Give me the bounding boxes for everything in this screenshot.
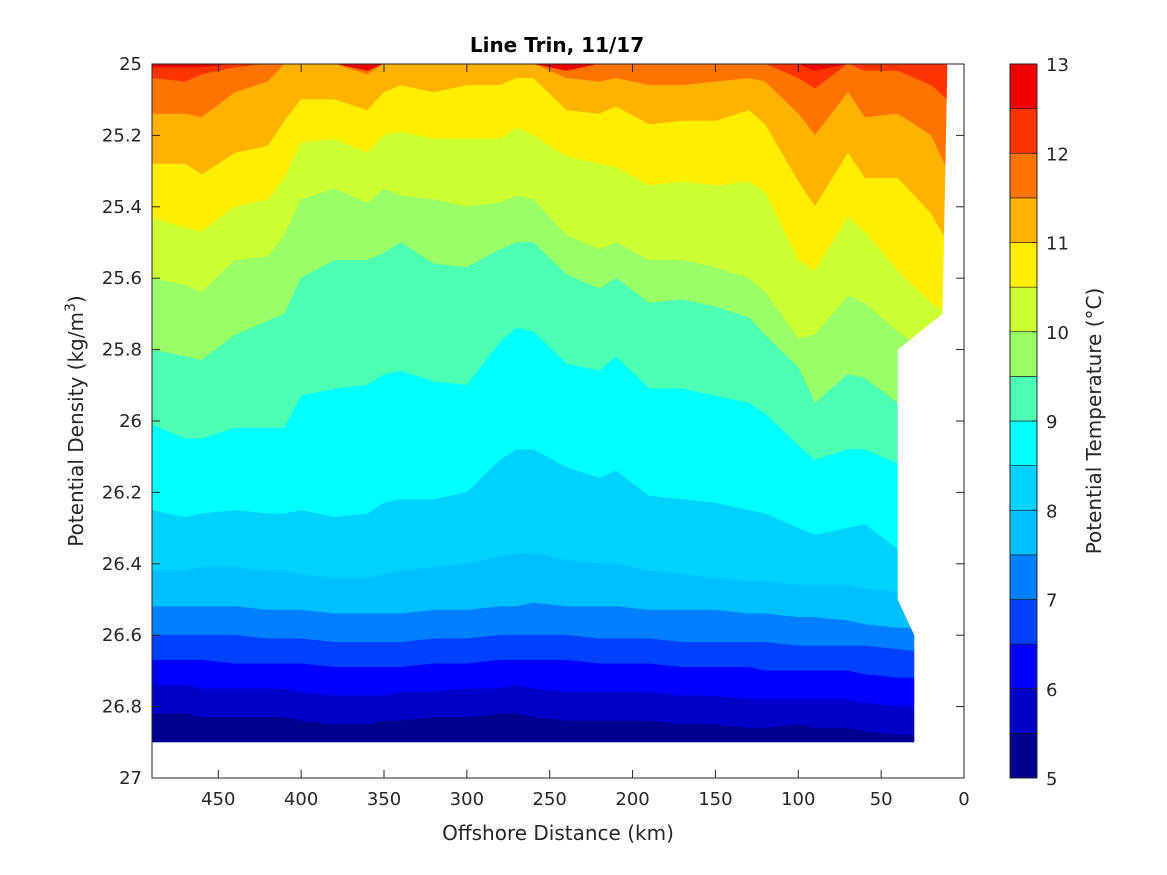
x-tick-label: 300: [450, 789, 484, 810]
y-tick-label: 25: [119, 54, 142, 75]
y-tick-label: 26: [119, 411, 142, 432]
y-tick-label: 26.2: [102, 482, 142, 503]
colorbar-band: [1009, 733, 1038, 779]
y-tick-label: 25.6: [102, 268, 142, 289]
colorbar-band: [1009, 465, 1038, 511]
colorbar-band: [1009, 554, 1038, 600]
colorbar-band: [1009, 108, 1038, 154]
y-tick-label: 26.6: [102, 625, 142, 646]
colorbar-band: [1009, 286, 1038, 333]
plot-area: 450 400 350 300 250 200 150 100 50 0 2525.225.425…: [102, 54, 970, 810]
colorbar-band: [1009, 376, 1038, 422]
y-axis-label: Potential Density (kg/m3): [63, 295, 88, 546]
colorbar-band: [1009, 197, 1038, 243]
data-extent-mask: [152, 64, 964, 778]
colorbar-band: [1009, 63, 1038, 109]
colorbar-tick-label: 11: [1046, 234, 1069, 255]
x-tick-label: 0: [958, 789, 969, 810]
x-tick-label: 450: [201, 789, 235, 810]
colorbar-tick-label: 6: [1046, 680, 1057, 701]
no-data-region-right: [897, 64, 964, 778]
y-tick-label: 26.4: [102, 554, 142, 575]
y-axis-ticks: 25 25.2 25.4 25.6 25.8 26 26.2 26.4 26.6 26.8 27: [102, 54, 964, 789]
colorbar-band: [1009, 331, 1038, 377]
x-tick-label: 150: [698, 789, 732, 810]
y-axis-label-main: Potential Density (kg/m: [64, 312, 88, 547]
colorbar-ticks: 5 6 7 8 9 10 11 12 13: [1032, 55, 1069, 790]
x-tick-label: 350: [367, 789, 401, 810]
colorbar-band: [1009, 599, 1038, 645]
contour-bands: [151, 63, 948, 743]
colorbar-band: [1009, 688, 1038, 734]
colorbar-tick-label: 5: [1046, 769, 1057, 790]
colorbar-band: [1009, 643, 1038, 690]
y-tick-label: 26.8: [102, 697, 142, 718]
colorbar-tick-label: 13: [1046, 55, 1069, 76]
colorbar-band: [1009, 152, 1038, 199]
colorbar-tick-label: 9: [1046, 412, 1057, 433]
colorbar-band: [1009, 420, 1038, 466]
x-tick-label: 200: [615, 789, 649, 810]
colorbar-label: Potential Temperature (°C): [1082, 288, 1106, 555]
colorbar-tick-label: 12: [1046, 144, 1069, 165]
y-tick-label: 27: [119, 768, 142, 789]
y-tick-label: 25.4: [102, 197, 142, 218]
x-tick-label: 50: [870, 789, 893, 810]
colorbar: 5 6 7 8 9 10 11 12 13: [1009, 55, 1069, 790]
colorbar-tick-label: 10: [1046, 323, 1069, 344]
no-data-region-bottom: [152, 742, 964, 778]
y-axis-label-superscript: 3: [63, 303, 79, 312]
colorbar-band: [1009, 509, 1038, 556]
y-axis-label-tail: ): [64, 295, 88, 303]
y-tick-label: 25.2: [102, 125, 142, 146]
colorbar-tick-label: 7: [1046, 591, 1057, 612]
chart-title: Line Trin, 11/17: [470, 33, 644, 57]
colorbar-tick-label: 8: [1046, 501, 1057, 522]
x-tick-label: 400: [284, 789, 318, 810]
x-tick-label: 250: [533, 789, 567, 810]
x-tick-label: 100: [781, 789, 815, 810]
x-axis-label: Offshore Distance (km): [442, 821, 674, 845]
x-axis-ticks: 450 400 350 300 250 200 150 100 50 0: [201, 64, 970, 810]
colorbar-band: [1009, 242, 1038, 288]
y-tick-label: 25.8: [102, 340, 142, 361]
